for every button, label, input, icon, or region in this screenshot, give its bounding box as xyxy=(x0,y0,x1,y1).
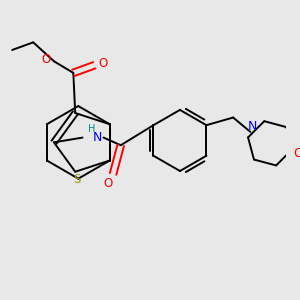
Text: N: N xyxy=(93,131,103,144)
Text: O: O xyxy=(104,177,113,190)
Text: S: S xyxy=(74,173,81,186)
Text: N: N xyxy=(248,120,257,133)
Text: O: O xyxy=(41,53,50,66)
Text: H: H xyxy=(88,124,96,134)
Text: O: O xyxy=(293,147,300,160)
Text: O: O xyxy=(98,57,107,70)
